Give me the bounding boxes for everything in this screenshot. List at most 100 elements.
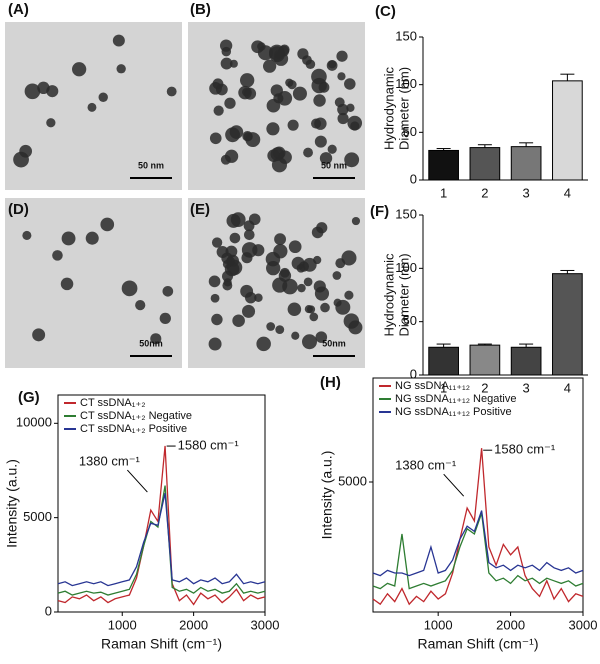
annotation: 1380 cm⁻¹ bbox=[395, 458, 457, 473]
particle bbox=[211, 313, 223, 326]
particle bbox=[256, 336, 271, 352]
bar bbox=[552, 273, 583, 376]
legend-label: NG ssDNA₁₁₊₁₂ Positive bbox=[395, 406, 512, 418]
particle bbox=[337, 112, 349, 125]
particle bbox=[239, 73, 255, 88]
particle bbox=[254, 293, 263, 302]
y-axis-label: Diameter (nm) bbox=[396, 67, 411, 150]
particle bbox=[60, 277, 74, 291]
y-tick-label: 100 bbox=[395, 260, 417, 275]
y-axis-label: Intensity (a.u.) bbox=[319, 451, 335, 540]
scale-bar-label: 50 nm bbox=[138, 160, 164, 170]
particle bbox=[112, 34, 125, 47]
y-tick-label: 0 bbox=[45, 603, 52, 618]
x-tick-label: 3 bbox=[523, 380, 530, 395]
particle bbox=[316, 222, 328, 234]
particle bbox=[266, 122, 280, 136]
y-tick-label: 50 bbox=[403, 124, 417, 139]
x-tick-label: 3000 bbox=[569, 617, 598, 632]
particle bbox=[98, 92, 108, 102]
particle bbox=[333, 298, 342, 307]
annotation: 1380 cm⁻¹ bbox=[79, 453, 141, 468]
particle bbox=[243, 229, 255, 241]
particle bbox=[24, 83, 41, 100]
particle bbox=[266, 260, 281, 276]
annotation-arrow bbox=[126, 469, 148, 493]
particle bbox=[273, 244, 288, 259]
annotation: 1580 cm⁻¹ bbox=[178, 437, 240, 452]
particle bbox=[267, 149, 280, 162]
particle bbox=[315, 331, 328, 343]
panel-label: (D) bbox=[8, 201, 29, 218]
panel-label: (H) bbox=[320, 374, 341, 391]
particle bbox=[351, 216, 361, 226]
particle bbox=[72, 62, 87, 77]
particle bbox=[216, 246, 229, 258]
panel-label: (F) bbox=[370, 203, 389, 220]
bar bbox=[469, 147, 501, 181]
particle bbox=[216, 83, 228, 96]
spectrum-line bbox=[372, 448, 584, 606]
particle bbox=[332, 271, 342, 280]
particle bbox=[303, 147, 313, 158]
particle bbox=[150, 333, 162, 345]
particle bbox=[336, 50, 348, 62]
x-tick-label: 3000 bbox=[251, 617, 280, 632]
particle bbox=[159, 312, 171, 325]
particle bbox=[302, 334, 317, 350]
particle bbox=[310, 118, 322, 129]
particle bbox=[211, 237, 223, 248]
particle bbox=[291, 331, 300, 340]
x-tick-label: 1000 bbox=[108, 617, 137, 632]
legend-label: NG ssDNA₁₁₊₁₂ Negative bbox=[395, 393, 516, 405]
particle bbox=[297, 48, 309, 60]
spectrum-line bbox=[57, 492, 266, 587]
x-tick-label: 2 bbox=[481, 185, 488, 200]
spectrum-line bbox=[372, 510, 584, 577]
particle bbox=[220, 57, 233, 70]
particle bbox=[269, 44, 285, 61]
annotation-arrow bbox=[443, 473, 465, 497]
particle bbox=[344, 290, 354, 300]
y-axis-label: Diameter (nm) bbox=[396, 253, 411, 336]
particle bbox=[285, 78, 294, 87]
y-tick-label: 10000 bbox=[16, 415, 52, 430]
spectrum-line bbox=[57, 445, 266, 606]
x-tick-label: 1 bbox=[440, 380, 447, 395]
particle bbox=[288, 240, 302, 254]
particle bbox=[240, 284, 254, 298]
bar bbox=[552, 80, 583, 181]
particle bbox=[319, 152, 333, 165]
spectrum-line bbox=[57, 485, 266, 596]
particle bbox=[46, 118, 56, 128]
particle bbox=[287, 119, 299, 131]
particle bbox=[22, 230, 32, 241]
particle bbox=[225, 245, 238, 258]
particle bbox=[135, 299, 146, 311]
particle bbox=[241, 242, 258, 258]
particle bbox=[226, 254, 239, 267]
legend-label: CT ssDNA₁₊₂ Negative bbox=[80, 410, 192, 422]
particle bbox=[37, 81, 50, 95]
particle bbox=[270, 84, 283, 97]
particle bbox=[320, 302, 330, 313]
particle bbox=[226, 213, 241, 228]
particle bbox=[87, 102, 97, 112]
particle bbox=[350, 121, 360, 131]
particle bbox=[208, 337, 222, 351]
plot-frame bbox=[57, 394, 266, 613]
x-tick-label: 1000 bbox=[424, 617, 453, 632]
x-axis-label: Raman Shift (cm⁻¹) bbox=[418, 636, 539, 652]
particle bbox=[297, 283, 306, 293]
x-tick-label: 3 bbox=[523, 185, 530, 200]
bar bbox=[510, 346, 542, 376]
particle bbox=[208, 275, 221, 288]
panel-label: (G) bbox=[18, 389, 40, 406]
particle bbox=[309, 312, 319, 322]
legend-label: NG ssDNA₁₁₊₁₂ bbox=[395, 380, 470, 392]
y-tick-label: 5000 bbox=[23, 509, 52, 524]
particle bbox=[274, 233, 287, 246]
particle bbox=[209, 132, 222, 145]
particle bbox=[305, 59, 316, 70]
